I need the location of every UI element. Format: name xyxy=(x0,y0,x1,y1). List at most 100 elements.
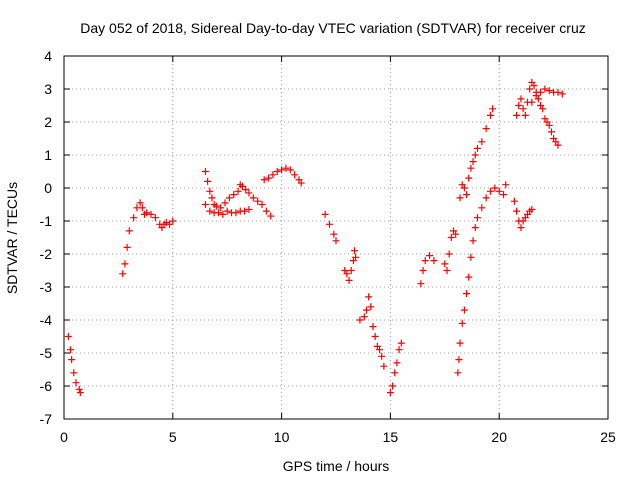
data-point xyxy=(151,214,159,222)
data-point xyxy=(232,209,240,217)
data-point xyxy=(230,191,238,199)
data-point xyxy=(121,260,129,268)
data-point xyxy=(345,276,353,284)
data-point xyxy=(321,210,329,218)
data-point xyxy=(519,105,527,113)
data-point xyxy=(469,237,477,245)
data-point xyxy=(169,217,177,225)
data-point xyxy=(502,181,510,189)
data-point xyxy=(489,105,497,113)
data-point xyxy=(482,125,490,133)
data-point xyxy=(467,253,475,261)
data-point xyxy=(67,346,75,354)
data-point xyxy=(234,187,242,195)
data-point xyxy=(242,186,250,194)
data-point xyxy=(393,359,401,367)
data-point xyxy=(282,164,290,172)
data-point xyxy=(530,82,538,90)
data-point xyxy=(482,194,490,202)
data-point xyxy=(219,210,227,218)
data-point xyxy=(473,144,481,152)
y-tick-label: -7 xyxy=(40,411,53,427)
y-tick-label: -1 xyxy=(40,213,53,229)
data-point xyxy=(469,158,477,166)
data-point xyxy=(395,346,403,354)
data-point xyxy=(245,205,253,213)
data-point xyxy=(76,389,84,397)
data-point xyxy=(513,111,521,119)
data-point xyxy=(510,197,518,205)
series-segment-2 xyxy=(119,199,177,278)
data-point xyxy=(441,260,449,268)
x-tick-label: 20 xyxy=(491,429,507,445)
data-point xyxy=(206,187,214,195)
x-tick-label: 0 xyxy=(60,429,68,445)
data-point xyxy=(456,339,464,347)
data-point xyxy=(286,166,294,174)
data-point xyxy=(389,382,397,390)
data-point xyxy=(380,362,388,370)
data-point xyxy=(554,141,562,149)
data-point xyxy=(262,207,270,215)
data-point xyxy=(371,333,379,340)
data-point xyxy=(360,313,368,321)
data-point xyxy=(64,333,72,340)
series-segment-10 xyxy=(417,252,438,288)
data-point xyxy=(376,346,384,354)
data-point xyxy=(75,385,83,393)
series-segment-14 xyxy=(510,197,536,232)
data-point xyxy=(491,184,499,192)
data-point xyxy=(214,209,222,217)
series-segment-7 xyxy=(341,247,360,284)
series-segment-6 xyxy=(321,210,340,245)
data-point xyxy=(465,174,473,182)
data-point xyxy=(162,219,170,227)
x-axis-label: GPS time / hours xyxy=(283,458,390,474)
data-point xyxy=(378,352,386,360)
data-point xyxy=(201,168,209,175)
data-point xyxy=(217,204,225,212)
data-point xyxy=(397,339,405,347)
data-point xyxy=(486,111,494,119)
data-point xyxy=(136,199,144,207)
data-point xyxy=(445,250,453,258)
series-segment-11 xyxy=(441,227,460,274)
series-segment-5 xyxy=(260,164,305,187)
data-point xyxy=(369,323,377,331)
data-point xyxy=(330,230,338,238)
data-point xyxy=(463,290,471,298)
data-point xyxy=(454,369,462,377)
data-point xyxy=(528,98,536,106)
data-point xyxy=(70,369,78,377)
data-point xyxy=(332,237,340,245)
data-point xyxy=(258,201,266,208)
data-point xyxy=(221,199,229,207)
data-point xyxy=(447,234,455,241)
data-point xyxy=(471,224,479,232)
chart-title: Day 052 of 2018, Sidereal Day-to-day VTE… xyxy=(80,20,586,36)
data-point xyxy=(526,85,534,93)
data-point xyxy=(465,273,473,281)
data-point xyxy=(473,214,481,222)
data-point xyxy=(238,182,246,190)
data-points xyxy=(64,78,566,397)
data-point xyxy=(143,209,151,217)
data-point xyxy=(532,92,540,100)
data-point xyxy=(130,214,138,222)
series-segment-16 xyxy=(528,85,566,106)
data-point xyxy=(138,204,146,212)
data-point xyxy=(125,227,133,235)
data-point xyxy=(558,90,566,98)
data-point xyxy=(208,194,216,202)
data-point xyxy=(260,176,268,184)
data-point xyxy=(245,189,253,197)
data-point xyxy=(241,207,249,215)
data-point xyxy=(68,356,76,364)
data-point xyxy=(223,207,231,215)
data-point xyxy=(356,316,364,324)
data-point xyxy=(204,177,212,185)
data-point xyxy=(460,306,468,314)
series-segment-15 xyxy=(513,78,562,149)
data-point xyxy=(495,187,503,195)
x-tick-label: 25 xyxy=(600,429,616,445)
